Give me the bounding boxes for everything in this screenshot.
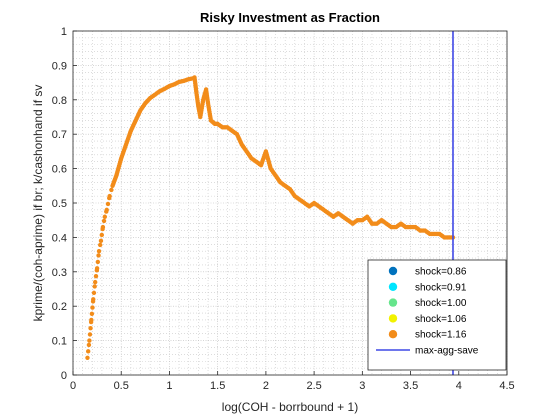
y-tick-label: 0.2 (52, 301, 67, 313)
x-tick-label: 3 (359, 380, 365, 392)
x-tick-label: 2.5 (306, 380, 321, 392)
data-point (100, 224, 106, 230)
data-point-interp (109, 187, 114, 193)
plot-area: 0 0.5 1 1.5 2 2.5 3 3.5 4 4.5 0 0.1 0.2 0.3 0.4 0.5 0.6… (52, 26, 515, 392)
x-tick-label: 1 (166, 380, 172, 392)
legend-label: shock=1.06 (415, 314, 467, 325)
data-point-interp (91, 290, 97, 296)
legend-marker (388, 266, 398, 276)
y-axis-ticks: 0 0.1 0.2 0.3 0.4 0.5 0.6 0.7 0.8 0.9 1 (52, 26, 77, 382)
data-point-interp (92, 284, 97, 289)
x-tick-label: 0.5 (114, 380, 129, 392)
data-point-interp (86, 342, 92, 348)
y-tick-label: 0.6 (52, 164, 67, 176)
y-tick-label: 0.8 (52, 95, 67, 107)
data-point-interp (105, 201, 111, 207)
x-tick-label: 4.5 (499, 380, 514, 392)
data-point (102, 214, 108, 219)
x-tick-label: 2 (263, 380, 269, 392)
legend: shock=0.86 shock=0.91 shock=1.00 shock=1.06… (367, 259, 507, 371)
y-tick-label: 0.5 (52, 198, 67, 210)
y-tick-label: 0.1 (52, 336, 67, 348)
data-point-interp (101, 218, 107, 224)
chart-title: Risky Investment as Fraction (200, 10, 380, 25)
legend-marker (388, 314, 398, 323)
y-tick-label: 0.9 (52, 60, 67, 72)
data-point-interp (88, 326, 93, 331)
legend-label: shock=1.16 (415, 330, 467, 341)
data-point (98, 238, 104, 244)
data-point-interp (89, 311, 95, 316)
x-tick-label: 3.5 (403, 380, 418, 392)
legend-label: shock=0.91 (415, 282, 467, 293)
legend-marker (388, 298, 398, 307)
data-point (107, 193, 112, 199)
y-tick-label: 0.7 (52, 129, 67, 141)
legend-marker (388, 330, 398, 339)
data-point (91, 297, 96, 302)
y-tick-label: 0 (61, 370, 67, 382)
data-point-interp (90, 305, 95, 310)
series-layer (85, 75, 456, 360)
series-shock-1-16 (85, 75, 456, 360)
data-point-interp (85, 349, 91, 354)
x-axis-ticks: 0 0.5 1 1.5 2 2.5 3 3.5 4 4.5 (70, 371, 515, 392)
data-point (94, 266, 100, 271)
y-tick-label: 1 (61, 26, 67, 38)
data-point-interp (96, 253, 101, 258)
data-point (92, 279, 98, 285)
data-point (104, 207, 109, 213)
data-point-interp (87, 332, 93, 337)
data-point-interp (97, 242, 103, 248)
legend-label: max-agg-save (415, 346, 479, 357)
legend-items: shock=0.86 shock=0.91 shock=1.00 shock=1.06… (376, 267, 479, 357)
y-tick-label: 0.4 (52, 232, 67, 244)
data-point-interp (95, 259, 101, 265)
y-axis-label: kprime/(coh-aprime) if br; k/cashonhand … (31, 85, 45, 322)
y-tick-label: 0.3 (52, 267, 67, 279)
legend-marker (388, 282, 398, 291)
data-point (96, 248, 102, 254)
x-tick-label: 4 (456, 380, 462, 392)
legend-label: shock=0.86 (415, 267, 467, 278)
x-axis-label: log(COH - borrbound + 1) (222, 400, 358, 414)
data-point (87, 338, 92, 343)
data-point (85, 355, 90, 360)
x-tick-label: 1.5 (210, 380, 225, 392)
x-tick-label: 0 (70, 380, 76, 392)
data-point-interp (93, 274, 99, 279)
data-point (89, 317, 94, 323)
legend-label: shock=1.00 (415, 298, 467, 309)
data-point-interp (99, 232, 104, 238)
